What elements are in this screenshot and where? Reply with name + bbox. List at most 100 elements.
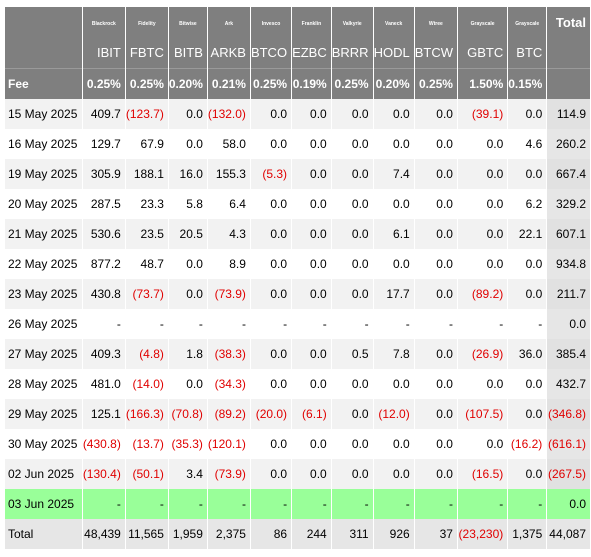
row-date: 22 May 2025 xyxy=(5,249,83,279)
issuer-name-bitb: Bitwise xyxy=(168,7,208,37)
flow-cell-btco: - xyxy=(250,309,293,339)
flow-cell-hodl: - xyxy=(373,309,415,339)
totals-row: Total 48,439 11,565 1,959 2,375 86 244 311 926 37… xyxy=(5,519,591,549)
total-cell-gbtc: (23,230) xyxy=(457,519,509,549)
flow-cell-ezbc: 0.0 xyxy=(291,279,332,309)
flow-cell-btc: - xyxy=(507,309,548,339)
flow-cell-arkb: 4.3 xyxy=(207,219,251,249)
flow-cell-ibit: 877.2 xyxy=(82,249,126,279)
flow-cell-arkb: (132.0) xyxy=(207,99,251,129)
table-row: 19 May 2025 305.9 188.1 16.0 155.3 (5.3) 0.0 0.… xyxy=(5,159,591,189)
flow-cell-hodl: (12.0) xyxy=(373,399,415,429)
flow-cell-brrr: 0.0 xyxy=(331,369,374,399)
fee-bitb: 0.20% xyxy=(168,68,208,99)
flow-cell-hodl: 0.0 xyxy=(373,249,415,279)
flow-cell-bitb: 0.0 xyxy=(168,249,208,279)
flow-cell-bitb: (70.8) xyxy=(168,399,208,429)
row-date: 23 May 2025 xyxy=(5,279,83,309)
flow-cell-brrr: 0.5 xyxy=(331,339,374,369)
ticker-bitb: BITB xyxy=(168,37,208,69)
flow-cell-brrr: 0.0 xyxy=(331,99,374,129)
flow-cell-btco: (5.3) xyxy=(250,159,293,189)
flow-cell-arkb: (73.9) xyxy=(207,279,251,309)
flow-cell-btco: 0.0 xyxy=(250,369,293,399)
flow-cell-btc: 0.0 xyxy=(507,99,548,129)
total-cell-arkb: 2,375 xyxy=(207,519,251,549)
flow-cell-ezbc: 0.0 xyxy=(291,249,332,279)
flow-cell-ezbc: 0.0 xyxy=(291,189,332,219)
flow-cell-btc: 4.6 xyxy=(507,129,548,159)
row-date: 28 May 2025 xyxy=(5,369,83,399)
flow-cell-gbtc: 0.0 xyxy=(457,129,509,159)
total-column-header: Total xyxy=(546,7,591,69)
flow-cell-btc: 0.0 xyxy=(507,279,548,309)
row-date: 30 May 2025 xyxy=(5,429,83,459)
flow-cell-ezbc: 0.0 xyxy=(291,219,332,249)
flow-cell-fbtc: 48.7 xyxy=(125,249,169,279)
ticker-ezbc: EZBC xyxy=(291,37,332,69)
ticker-btc: BTC xyxy=(507,37,548,69)
fee-ezbc: 0.19% xyxy=(291,68,332,99)
table-row: 21 May 2025 530.6 23.5 20.5 4.3 0.0 0.0 0.0 6.1 0… xyxy=(5,219,591,249)
fee-gbtc: 1.50% xyxy=(457,68,509,99)
flow-cell-ibit: (430.8) xyxy=(82,429,126,459)
flow-cell-gbtc: - xyxy=(457,489,509,519)
fee-btc: 0.15% xyxy=(507,68,548,99)
flow-cell-btcw: 0.0 xyxy=(414,339,458,369)
flow-cell-btco: 0.0 xyxy=(250,339,293,369)
table-row: 15 May 2025 409.7 (123.7) 0.0 (132.0) 0.0 0.0 0… xyxy=(5,99,591,129)
row-date: 15 May 2025 xyxy=(5,99,83,129)
flow-cell-btco: 0.0 xyxy=(250,189,293,219)
row-total: 260.2 xyxy=(546,129,591,159)
flow-cell-btco: 0.0 xyxy=(250,129,293,159)
flow-cell-arkb: 58.0 xyxy=(207,129,251,159)
issuer-name-arkb: Ark xyxy=(207,7,251,37)
row-date: 20 May 2025 xyxy=(5,189,83,219)
flow-cell-arkb: (34.3) xyxy=(207,369,251,399)
flow-cell-btc: 0.0 xyxy=(507,459,548,489)
flow-cell-arkb: (89.2) xyxy=(207,399,251,429)
fee-label: Fee xyxy=(5,68,83,99)
fee-row: Fee 0.25% 0.25% 0.20% 0.21% 0.25% 0.19% 0.25% 0… xyxy=(5,68,591,99)
flow-cell-gbtc: 0.0 xyxy=(457,219,509,249)
flow-cell-bitb: - xyxy=(168,489,208,519)
flow-cell-btc: 22.1 xyxy=(507,219,548,249)
flow-cell-btcw: 0.0 xyxy=(414,99,458,129)
flow-cell-fbtc: (166.3) xyxy=(125,399,169,429)
row-total: 432.7 xyxy=(546,369,591,399)
flow-cell-ibit: 409.3 xyxy=(82,339,126,369)
flow-cell-arkb: (73.9) xyxy=(207,459,251,489)
flow-cell-brrr: 0.0 xyxy=(331,219,374,249)
flow-cell-hodl: 0.0 xyxy=(373,129,415,159)
flow-cell-ibit: 129.7 xyxy=(82,129,126,159)
issuer-name-gbtc: Grayscale xyxy=(457,7,509,37)
total-cell-ibit: 48,439 xyxy=(82,519,126,549)
row-total: 607.1 xyxy=(546,219,591,249)
flow-cell-btcw: - xyxy=(414,309,458,339)
row-total: 0.0 xyxy=(546,309,591,339)
row-date: 16 May 2025 xyxy=(5,129,83,159)
ticker-arkb: ARKB xyxy=(207,37,251,69)
flow-cell-bitb: 0.0 xyxy=(168,99,208,129)
flow-cell-ezbc: 0.0 xyxy=(291,429,332,459)
flow-cell-fbtc: (123.7) xyxy=(125,99,169,129)
flow-cell-brrr: 0.0 xyxy=(331,159,374,189)
flow-cell-bitb: 16.0 xyxy=(168,159,208,189)
flow-cell-btcw: 0.0 xyxy=(414,159,458,189)
flow-cell-bitb: 20.5 xyxy=(168,219,208,249)
row-total: 329.2 xyxy=(546,189,591,219)
flow-cell-ibit: 305.9 xyxy=(82,159,126,189)
fee-total-blank xyxy=(546,68,591,99)
flow-cell-ibit: 481.0 xyxy=(82,369,126,399)
flow-cell-btcw: 0.0 xyxy=(414,129,458,159)
flow-cell-gbtc: 0.0 xyxy=(457,249,509,279)
flow-cell-arkb: (38.3) xyxy=(207,339,251,369)
flow-cell-gbtc: 0.0 xyxy=(457,189,509,219)
table-row: 27 May 2025 409.3 (4.8) 1.8 (38.3) 0.0 0.0 0.5 7… xyxy=(5,339,591,369)
flow-cell-brrr: 0.0 xyxy=(331,459,374,489)
flow-cell-bitb: 5.8 xyxy=(168,189,208,219)
flow-cell-btco: - xyxy=(250,489,293,519)
flow-cell-fbtc: 188.1 xyxy=(125,159,169,189)
flow-cell-hodl: 6.1 xyxy=(373,219,415,249)
table-row: 29 May 2025 125.1 (166.3) (70.8) (89.2) (20.0… xyxy=(5,399,591,429)
